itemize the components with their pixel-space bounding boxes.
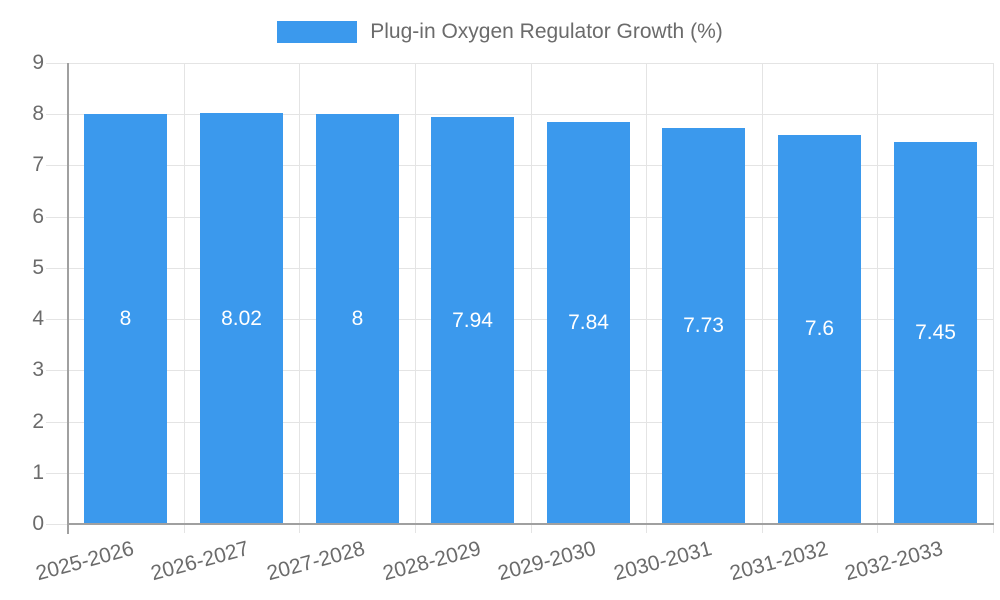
y-gridline bbox=[68, 114, 993, 115]
x-category-label: 2029-2030 bbox=[494, 537, 598, 586]
y-tick bbox=[46, 268, 68, 269]
y-tick bbox=[46, 114, 68, 115]
bar[interactable] bbox=[894, 142, 977, 523]
y-tick-label: 4 bbox=[32, 307, 44, 330]
y-gridline bbox=[68, 370, 993, 371]
x-gridline bbox=[531, 63, 532, 524]
y-tick bbox=[46, 524, 68, 525]
x-tick bbox=[531, 524, 532, 533]
x-category-label: 2028-2029 bbox=[379, 537, 483, 586]
x-tick bbox=[762, 524, 763, 533]
bar-value-label: 7.6 bbox=[804, 317, 835, 340]
bar-value-label: 7.73 bbox=[683, 314, 724, 337]
x-tick bbox=[415, 524, 416, 533]
x-category-label: 2027-2028 bbox=[263, 537, 367, 586]
y-axis-line bbox=[67, 63, 69, 534]
legend-swatch-icon bbox=[277, 21, 358, 43]
legend-label: Plug-in Oxygen Regulator Growth (%) bbox=[370, 20, 723, 43]
bar[interactable] bbox=[316, 114, 399, 523]
y-gridline bbox=[68, 319, 993, 320]
bar-value-label: 8 bbox=[119, 307, 132, 330]
y-tick-label: 0 bbox=[32, 512, 44, 535]
x-category-label: 2030-2031 bbox=[610, 537, 714, 586]
bar-value-label: 8.02 bbox=[221, 307, 262, 330]
x-axis-line bbox=[67, 523, 994, 525]
bar[interactable] bbox=[778, 135, 861, 523]
x-gridline bbox=[646, 63, 647, 524]
bar[interactable] bbox=[431, 117, 514, 523]
y-tick-label: 8 bbox=[32, 102, 44, 125]
y-tick-label: 7 bbox=[32, 153, 44, 176]
y-tick-label: 2 bbox=[32, 410, 44, 433]
x-gridline bbox=[762, 63, 763, 524]
x-gridline bbox=[184, 63, 185, 524]
y-gridline bbox=[68, 165, 993, 166]
y-tick-label: 3 bbox=[32, 358, 44, 381]
x-gridline bbox=[415, 63, 416, 524]
y-tick-label: 1 bbox=[32, 461, 44, 484]
x-category-label: 2031-2032 bbox=[726, 537, 830, 586]
x-category-label: 2026-2027 bbox=[147, 537, 251, 586]
bar-value-label: 7.94 bbox=[452, 309, 493, 332]
bar[interactable] bbox=[84, 114, 167, 523]
x-gridline bbox=[877, 63, 878, 524]
y-tick bbox=[46, 473, 68, 474]
y-gridline bbox=[68, 217, 993, 218]
x-tick bbox=[299, 524, 300, 533]
y-tick-label: 5 bbox=[32, 256, 44, 279]
bar[interactable] bbox=[662, 128, 745, 523]
y-tick bbox=[46, 370, 68, 371]
y-tick bbox=[46, 319, 68, 320]
bar[interactable] bbox=[547, 122, 630, 523]
x-tick bbox=[993, 524, 994, 533]
bar-value-label: 8 bbox=[351, 307, 364, 330]
bar-value-label: 7.84 bbox=[568, 311, 609, 334]
y-gridline bbox=[68, 473, 993, 474]
x-category-label: 2032-2033 bbox=[841, 537, 945, 586]
y-gridline bbox=[68, 268, 993, 269]
x-gridline bbox=[299, 63, 300, 524]
x-gridline bbox=[993, 63, 994, 524]
y-tick bbox=[46, 422, 68, 423]
bar[interactable] bbox=[200, 113, 283, 523]
y-tick bbox=[46, 217, 68, 218]
y-tick-label: 9 bbox=[32, 51, 44, 74]
y-tick bbox=[46, 63, 68, 64]
legend[interactable]: Plug-in Oxygen Regulator Growth (%) bbox=[0, 20, 1000, 44]
y-tick bbox=[46, 165, 68, 166]
x-tick bbox=[184, 524, 185, 533]
y-tick-label: 6 bbox=[32, 205, 44, 228]
y-gridline bbox=[68, 63, 993, 64]
y-gridline bbox=[68, 422, 993, 423]
bar-value-label: 7.45 bbox=[915, 321, 956, 344]
x-tick bbox=[877, 524, 878, 533]
x-tick bbox=[646, 524, 647, 533]
x-category-label: 2025-2026 bbox=[32, 537, 136, 586]
